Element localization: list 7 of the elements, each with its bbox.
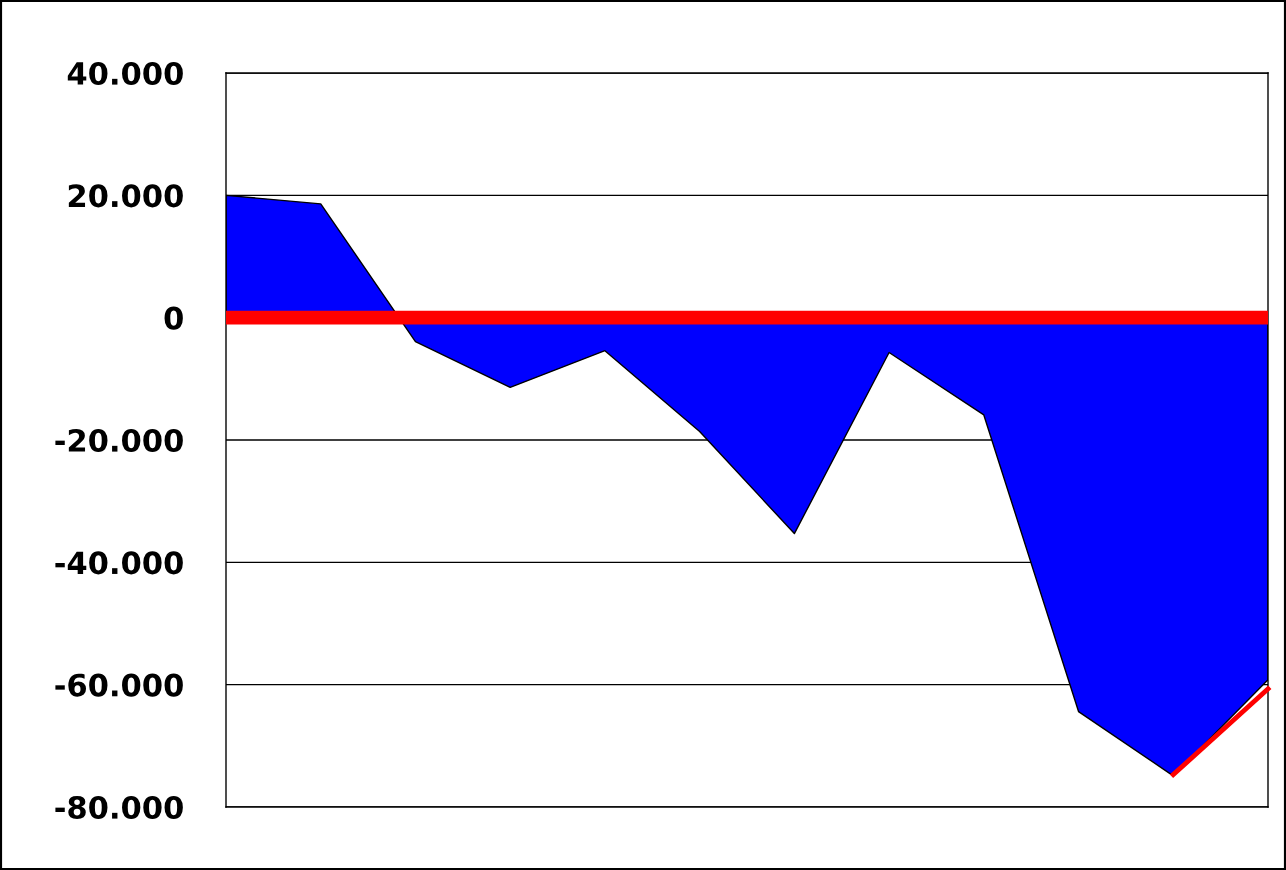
y-tick-label: -80.000 [55,795,183,820]
y-tick-label: 40.000 [67,61,183,86]
y-tick-label: -60.000 [55,673,183,697]
y-tick-label: 0 [164,306,183,330]
y-tick-label: -20.000 [55,428,183,453]
y-tick-label: 20.000 [68,184,183,208]
y-tick-label: -40.000 [55,551,183,575]
